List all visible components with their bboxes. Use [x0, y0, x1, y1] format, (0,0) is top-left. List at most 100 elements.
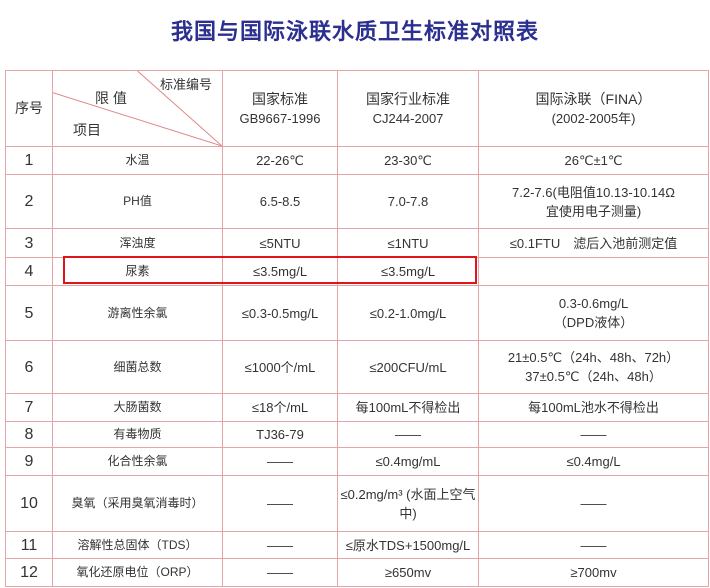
row-gb-value: 22-26℃: [222, 146, 338, 175]
row-number: 3: [5, 228, 53, 258]
table-row: 8 有毒物质 TJ36-79 —— ——: [5, 421, 709, 448]
row-gb-value: ——: [222, 447, 338, 476]
row-item: PH值: [52, 174, 223, 229]
row-fina-value: ≤0.4mg/L: [478, 447, 709, 476]
fina-line: ≥700mv: [570, 565, 617, 580]
row-item: 水温: [52, 146, 223, 175]
row-cj-value: ≤0.2-1.0mg/L: [337, 285, 479, 341]
row-cj-value: ≤3.5mg/L: [337, 257, 479, 286]
row-cj-value: 23-30℃: [337, 146, 479, 175]
row-gb-value: ≤0.3-0.5mg/L: [222, 285, 338, 341]
row-item: 化合性余氯: [52, 447, 223, 476]
row-number: 6: [5, 340, 53, 394]
header-no: 序号: [5, 70, 53, 147]
fina-line: ≤0.4mg/L: [566, 454, 621, 469]
row-cj-value: ≤0.4mg/mL: [337, 447, 479, 476]
row-fina-value: ≤0.1FTU 滤后入池前测定值: [478, 228, 709, 258]
row-cj-value: ≥650mv: [337, 558, 479, 587]
row-item: 氧化还原电位（ORP）: [52, 558, 223, 587]
row-item: 溶解性总固体（TDS）: [52, 531, 223, 559]
row-fina-value: ——: [478, 475, 709, 532]
row-number: 1: [5, 146, 53, 175]
row-fina-value: ——: [478, 421, 709, 448]
row-number: 4: [5, 257, 53, 286]
fina-line: 宜使用电子测量): [545, 203, 642, 219]
row-fina-value: 7.2-7.6(电阻值10.13-10.14Ω 宜使用电子测量): [478, 174, 709, 229]
header-fina-years: (2002-2005年): [551, 110, 636, 126]
table-row: 4 尿素 ≤3.5mg/L ≤3.5mg/L: [5, 257, 709, 286]
row-item: 臭氧（采用臭氧消毒时）: [52, 475, 223, 532]
row-gb-value: ≤1000个/mL: [222, 340, 338, 394]
fina-line: 37±0.5℃（24h、48h）: [525, 369, 662, 384]
highlight-box-row-4: [63, 256, 477, 284]
row-fina-value: ——: [478, 531, 709, 559]
table-header-row: 序号 标准编号 限 值 项目 国家标准 GB9667-1996 国家行业标准 CJ2…: [5, 70, 709, 147]
header-cj-code: CJ244-2007: [372, 110, 444, 126]
table-row: 7 大肠菌数 ≤18个/mL 每100mL不得检出 每100mL池水不得检出: [5, 393, 709, 422]
row-gb-value: ——: [222, 558, 338, 587]
row-number: 11: [5, 531, 53, 559]
water-quality-table: 序号 标准编号 限 值 项目 国家标准 GB9667-1996 国家行业标准 CJ2…: [5, 70, 709, 587]
row-fina-value: 0.3-0.6mg/L （DPD液体）: [478, 285, 709, 341]
row-fina-value: 21±0.5℃（24h、48h、72h） 37±0.5℃（24h、48h）: [478, 340, 709, 394]
fina-line: ——: [580, 537, 607, 553]
row-item: 浑浊度: [52, 228, 223, 258]
fina-line: 26℃±1℃: [564, 153, 623, 168]
row-cj-value: ≤1NTU: [337, 228, 479, 258]
row-item: 尿素: [52, 257, 223, 286]
row-item: 大肠菌数: [52, 393, 223, 422]
row-number: 2: [5, 174, 53, 229]
page-title: 我国与国际泳联水质卫生标准对照表: [170, 19, 539, 44]
header-corner: 标准编号 限 值 项目: [52, 70, 223, 147]
fina-line: 21±0.5℃（24h、48h、72h）: [507, 350, 680, 365]
fina-line: 0.3-0.6mg/L: [558, 296, 629, 311]
row-number: 8: [5, 421, 53, 448]
row-number: 10: [5, 475, 53, 532]
header-gb-name: 国家标准: [252, 90, 308, 107]
header-fina: 国际泳联（FINA） (2002-2005年): [478, 70, 709, 147]
header-cj: 国家行业标准 CJ244-2007: [337, 70, 479, 147]
row-gb-value: ——: [222, 475, 338, 532]
table-row: 10 臭氧（采用臭氧消毒时） —— ≤0.2mg/m³ (水面上空气中) ——: [5, 475, 709, 532]
row-fina-value: [478, 257, 709, 286]
row-gb-value: ≤18个/mL: [222, 393, 338, 422]
table-row: 9 化合性余氯 —— ≤0.4mg/mL ≤0.4mg/L: [5, 447, 709, 476]
table-row: 3 浑浊度 ≤5NTU ≤1NTU ≤0.1FTU 滤后入池前测定值: [5, 228, 709, 258]
row-cj-value: 7.0-7.8: [337, 174, 479, 229]
row-cj-value: ≤原水TDS+1500mg/L: [337, 531, 479, 559]
table-row: 5 游离性余氯 ≤0.3-0.5mg/L ≤0.2-1.0mg/L 0.3-0.6mg/…: [5, 285, 709, 341]
row-gb-value: 6.5-8.5: [222, 174, 338, 229]
fina-line: ≤0.1FTU 滤后入池前测定值: [509, 235, 678, 251]
row-number: 12: [5, 558, 53, 587]
row-item: 有毒物质: [52, 421, 223, 448]
header-gb: 国家标准 GB9667-1996: [222, 70, 338, 147]
row-item: 细菌总数: [52, 340, 223, 394]
row-fina-value: 26℃±1℃: [478, 146, 709, 175]
table-row: 6 细菌总数 ≤1000个/mL ≤200CFU/mL 21±0.5℃（24h、48h、…: [5, 340, 709, 394]
table-row: 11 溶解性总固体（TDS） —— ≤原水TDS+1500mg/L ——: [5, 531, 709, 559]
fina-line: （DPD液体）: [553, 315, 634, 330]
row-item: 游离性余氯: [52, 285, 223, 341]
table-row: 12 氧化还原电位（ORP） —— ≥650mv ≥700mv: [5, 558, 709, 587]
row-fina-value: ≥700mv: [478, 558, 709, 587]
fina-line: 每100mL池水不得检出: [528, 400, 659, 415]
fina-line: ——: [580, 496, 607, 511]
row-cj-value: 每100mL不得检出: [337, 393, 479, 422]
header-limit-label: 限 值: [95, 90, 127, 106]
row-gb-value: ≤5NTU: [222, 228, 338, 258]
table-row: 1 水温 22-26℃ 23-30℃ 26℃±1℃: [5, 146, 709, 175]
row-number: 5: [5, 285, 53, 341]
fina-line: ——: [580, 427, 607, 442]
row-gb-value: ——: [222, 531, 338, 559]
header-item-label: 项目: [73, 122, 101, 138]
row-cj-value: ≤0.2mg/m³ (水面上空气中): [337, 475, 479, 532]
header-cj-name: 国家行业标准: [366, 90, 450, 107]
header-gb-code: GB9667-1996: [239, 110, 321, 126]
row-gb-value: TJ36-79: [222, 421, 338, 448]
row-cj-value: ——: [337, 421, 479, 448]
diagonal-lines: [53, 71, 222, 146]
row-cj-value: ≤200CFU/mL: [337, 340, 479, 394]
header-standard-label: 标准编号: [159, 77, 212, 92]
row-number: 9: [5, 447, 53, 476]
row-number: 7: [5, 393, 53, 422]
